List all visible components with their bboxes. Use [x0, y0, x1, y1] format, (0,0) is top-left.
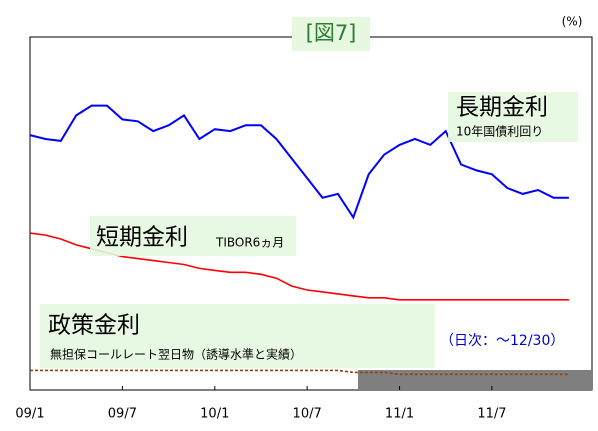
series-note: TIBOR6ヵ月 [215, 236, 284, 250]
series-note: 10年国債利回り [456, 124, 543, 139]
series-note: 無担保コールレート翌日物（誘導水準と実績） [50, 347, 302, 362]
x-tick-label: 11/7 [477, 407, 506, 422]
unit-label: (%) [562, 15, 583, 29]
x-tick-label: 11/1 [385, 407, 414, 422]
label-box [40, 304, 435, 368]
label-box [448, 92, 578, 142]
series-line [29, 104, 569, 220]
series-label: 短期金利 [96, 225, 188, 251]
series-label: 長期金利 [456, 95, 548, 121]
x-tick-label: 09/7 [108, 407, 137, 422]
x-tick-label: 10/1 [200, 407, 229, 422]
title-box [292, 17, 370, 51]
series-label: 政策金利 [48, 313, 140, 339]
chart-title: [図7] [306, 21, 357, 45]
x-tick-label: 10/7 [293, 407, 322, 422]
shaded-period [358, 370, 592, 390]
label-box [90, 216, 296, 256]
period-note: （日次：～12/30） [440, 333, 564, 349]
x-tick-label: 09/1 [15, 407, 44, 422]
